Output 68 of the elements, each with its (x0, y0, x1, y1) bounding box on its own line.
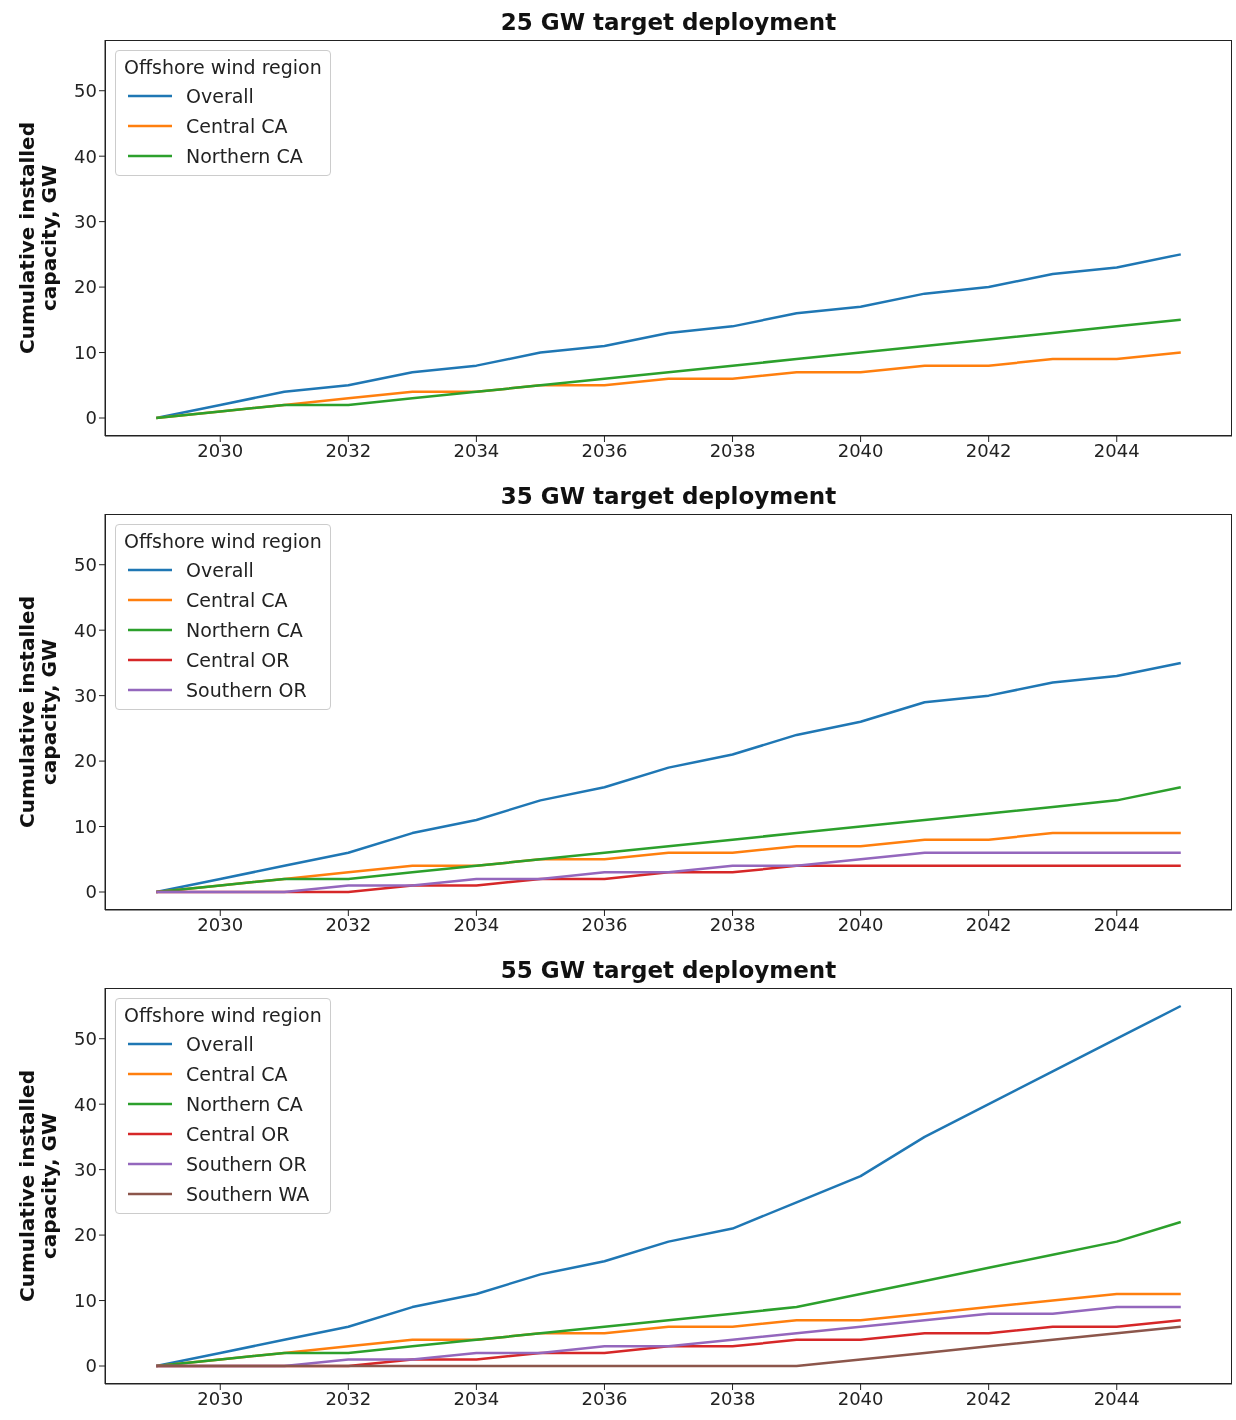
y-tick-label: 40 (74, 1093, 97, 1115)
legend-label: Overall (186, 85, 254, 107)
x-tick-label: 2036 (581, 439, 628, 461)
x-tick-label: 2034 (453, 913, 500, 935)
x-tick-label: 2040 (837, 913, 884, 935)
y-tick-label: 20 (74, 750, 97, 772)
x-tick-label: 2032 (325, 439, 372, 461)
legend-label: Central CA (186, 1063, 288, 1085)
y-tick-label: 50 (74, 80, 97, 102)
y-axis-title: Cumulative installed capacity, GW (15, 122, 61, 354)
y-tick-label: 0 (85, 407, 97, 429)
y-tick-label: 0 (85, 1355, 97, 1377)
y-tick-label: 10 (74, 1289, 97, 1311)
legend-title: Offshore wind region (124, 529, 322, 554)
x-tick-label: 2036 (581, 913, 628, 935)
y-tick-label: 10 (74, 341, 97, 363)
y-tick-label: 10 (74, 815, 97, 837)
y-tick-label: 30 (74, 1159, 97, 1181)
y-axis-title: Cumulative installed capacity, GW (15, 1070, 61, 1302)
legend-label: Northern CA (186, 619, 303, 641)
x-tick-label: 2042 (965, 1387, 1012, 1409)
line-series (154, 318, 1183, 420)
chart-title: 35 GW target deployment (499, 482, 838, 510)
x-tick-label: 2044 (1093, 913, 1140, 935)
x-tick-label: 2042 (965, 913, 1012, 935)
y-tick-label: 30 (74, 211, 97, 233)
y-tick-label: 50 (74, 1028, 97, 1050)
y-tick-label: 40 (74, 145, 97, 167)
y-tick-label: 40 (74, 619, 97, 641)
y-tick-label: 20 (74, 1224, 97, 1246)
legend-label: Central CA (186, 115, 288, 137)
y-tick-label: 50 (74, 554, 97, 576)
x-tick-label: 2040 (837, 1387, 884, 1409)
x-tick-label: 2034 (453, 1387, 500, 1409)
legend-label: Central OR (186, 649, 290, 671)
legend-label: Overall (186, 559, 254, 581)
x-tick-label: 2036 (581, 1387, 628, 1409)
legend-label: Northern CA (186, 1093, 303, 1115)
x-tick-label: 2044 (1093, 439, 1140, 461)
legend-label: Southern OR (186, 679, 307, 701)
y-tick-label: 30 (74, 685, 97, 707)
x-tick-label: 2030 (197, 913, 244, 935)
y-tick-label: 20 (74, 276, 97, 298)
x-tick-label: 2032 (325, 913, 372, 935)
legend-title: Offshore wind region (124, 1003, 322, 1028)
x-tick-label: 2042 (965, 439, 1012, 461)
legend-label: Central CA (186, 589, 288, 611)
x-tick-label: 2038 (709, 439, 756, 461)
chart-title: 25 GW target deployment (499, 8, 838, 36)
y-axis-title: Cumulative installed capacity, GW (15, 596, 61, 828)
x-tick-label: 2030 (197, 439, 244, 461)
chart-title: 55 GW target deployment (499, 956, 838, 984)
x-tick-label: 2030 (197, 1387, 244, 1409)
legend-label: Central OR (186, 1123, 290, 1145)
legend-label: Southern WA (186, 1183, 310, 1205)
line-series (154, 253, 1183, 420)
y-tick-label: 0 (85, 881, 97, 903)
x-tick-label: 2038 (709, 1387, 756, 1409)
line-series (154, 851, 1183, 894)
x-tick-label: 2044 (1093, 1387, 1140, 1409)
x-tick-label: 2034 (453, 439, 500, 461)
legend-label: Southern OR (186, 1153, 307, 1175)
x-tick-label: 2032 (325, 1387, 372, 1409)
legend-label: Overall (186, 1033, 254, 1055)
legend-label: Northern CA (186, 145, 303, 167)
x-tick-label: 2038 (709, 913, 756, 935)
x-tick-label: 2040 (837, 439, 884, 461)
legend-title: Offshore wind region (124, 55, 322, 80)
